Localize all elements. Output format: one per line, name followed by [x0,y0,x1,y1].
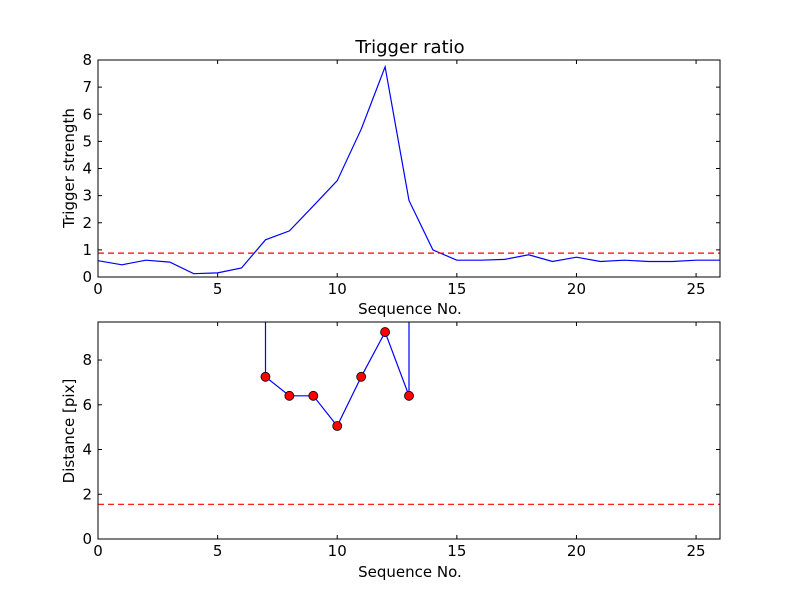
y-tick-label: 8 [82,351,92,369]
data-point [404,390,414,401]
data-point [308,390,319,401]
x-tick-label: 15 [447,280,466,298]
x-tick-label: 10 [328,542,347,560]
x-tick-label: 5 [213,280,223,298]
x-tick-label: 0 [93,542,103,560]
x-axis-label: Sequence No. [358,563,462,581]
data-point [284,390,295,401]
data-point [380,327,390,337]
plot-frame [97,59,721,278]
data-line [98,64,720,275]
plot-frame [97,321,721,540]
y-tick-label: 4 [82,160,92,178]
x-tick-label: 20 [567,542,586,560]
chart-title: Trigger ratio [354,37,464,58]
y-tick-label: 2 [82,485,92,503]
y-tick-label: 7 [82,78,92,96]
y-tick-label: 6 [82,396,92,414]
x-tick-label: 25 [687,280,706,298]
y-tick-label: 1 [82,241,92,259]
x-tick-label: 5 [213,542,223,560]
x-axis-label: Sequence No. [358,300,462,318]
y-tick-label: 2 [82,214,92,232]
data-point [332,421,343,431]
y-tick-label: 6 [82,105,92,123]
x-tick-label: 15 [447,542,466,560]
x-tick-label: 20 [567,280,586,298]
x-tick-label: 25 [687,542,706,560]
y-tick-label: 4 [82,441,92,459]
y-tick-label: 8 [82,51,92,69]
y-tick-label: 0 [82,530,92,548]
distance-plot: 0 5 10 15 20 25 0 2 4 6 8 Sequence No. Distance [p… [60,321,721,581]
data-point [260,371,271,382]
x-tick-label: 0 [93,280,103,298]
y-tick-label: 3 [82,187,92,205]
y-tick-label: 0 [82,268,92,286]
y-tick-label: 5 [82,132,92,150]
data-point [356,371,367,382]
y-axis-label: Distance [pix] [60,379,78,484]
trigger-ratio-plot: Trigger ratio 0 5 10 15 20 25 0 1 2 3 4 5 6 7 8 Sequen… [60,37,721,318]
x-tick-label: 10 [328,280,347,298]
y-axis-label: Trigger strength [60,108,78,229]
